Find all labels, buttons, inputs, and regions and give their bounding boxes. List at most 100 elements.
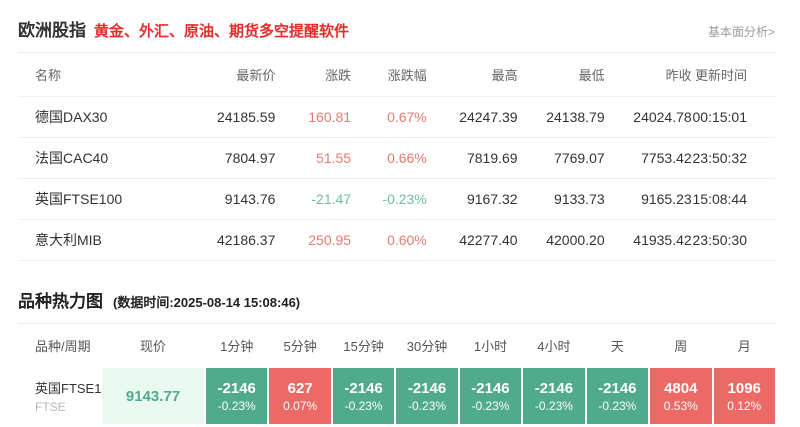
col-prev: 昨收 xyxy=(604,53,692,97)
heat-cell-week: 4804 0.53% xyxy=(650,368,712,424)
index-name: 德国DAX30 xyxy=(18,96,208,138)
heatmap-section: 品种热力图 (数据时间:2025-08-14 15:08:46) 品种/周期 现… xyxy=(18,287,775,424)
indices-title: 欧洲股指 xyxy=(18,21,86,40)
index-last: 9143.76 xyxy=(207,178,276,220)
heat-cell-1min: -2146 -0.23% xyxy=(206,368,268,424)
index-last: 7804.97 xyxy=(207,137,276,179)
index-name: 意大利MIB xyxy=(18,219,208,261)
index-name: 法国CAC40 xyxy=(18,137,208,179)
heat-cell-30min: -2146 -0.23% xyxy=(396,368,458,424)
heatmap-row-ftse100: 英国FTSE100 FTSE 9143.77 -2146 -0.23% 627 … xyxy=(18,368,775,424)
indices-section-header: 欧洲股指 黄金、外汇、原油、期货多空提醒软件 基本面分析> xyxy=(18,0,775,53)
heat-cell-value: 627 xyxy=(287,379,313,397)
index-row-mib[interactable]: 意大利MIB 42186.37 250.95 0.60% 42277.40 42… xyxy=(18,219,775,261)
indices-table-header-row: 名称 最新价 涨跌 涨跌幅 最高 最低 昨收 更新时间 xyxy=(18,53,775,97)
hm-col-month: 月 xyxy=(737,339,751,354)
hm-period-columns: 1分钟 5分钟 15分钟 30分钟 1小时 4小时 天 周 月 xyxy=(206,336,775,355)
hm-col-30min: 30分钟 xyxy=(406,339,448,354)
index-update-time: 15:08:44 xyxy=(691,178,775,220)
index-update-time: 00:15:01 xyxy=(691,96,775,138)
heat-cell-pct: 0.12% xyxy=(727,398,762,413)
hm-col-5min: 5分钟 xyxy=(283,339,317,354)
col-high: 最高 xyxy=(426,53,518,97)
index-change: 51.55 xyxy=(275,137,352,179)
heatmap-section-header: 品种热力图 (数据时间:2025-08-14 15:08:46) xyxy=(18,287,775,324)
heat-cell-pct: -0.23% xyxy=(217,398,256,413)
heat-cell-value: -2146 xyxy=(344,379,383,397)
index-change-pct: 0.67% xyxy=(351,96,427,138)
index-update-time: 23:50:32 xyxy=(691,137,775,179)
index-change-pct: 0.60% xyxy=(351,219,427,261)
index-change: 160.81 xyxy=(275,96,352,138)
heat-cell-pct: -0.23% xyxy=(598,398,637,413)
index-high: 7819.69 xyxy=(426,137,518,179)
heat-cell-15min: -2146 -0.23% xyxy=(332,368,395,424)
hm-col-1h: 1小时 xyxy=(473,339,508,354)
index-row-dax30[interactable]: 德国DAX30 24185.59 160.81 0.67% 24247.39 2… xyxy=(18,96,775,138)
hm-heat-cells: -2146 -0.23% 627 0.07% -2146 -0.23% -214… xyxy=(206,368,775,424)
heat-cell-value: -2146 xyxy=(407,379,447,397)
hm-symbol-code: FTSE xyxy=(35,400,66,414)
col-name: 名称 xyxy=(18,53,208,97)
index-change: -21.47 xyxy=(275,178,352,220)
index-change-pct: -0.23% xyxy=(351,178,427,220)
index-high: 9167.32 xyxy=(426,178,518,220)
heat-cell-value: -2146 xyxy=(471,379,510,397)
hm-col-week: 周 xyxy=(674,339,688,354)
hm-col-4h: 4小时 xyxy=(537,339,571,354)
index-prev-close: 9165.23 xyxy=(604,178,692,220)
heat-cell-pct: -0.23% xyxy=(471,398,510,413)
index-last: 24185.59 xyxy=(207,96,276,138)
indices-table: 名称 最新价 涨跌 涨跌幅 最高 最低 昨收 更新时间 德国DAX30 2418… xyxy=(18,53,775,261)
heat-cell-value: -2146 xyxy=(534,379,574,397)
index-low: 42000.20 xyxy=(517,219,605,261)
hm-col-day: 天 xyxy=(610,339,624,354)
col-last: 最新价 xyxy=(207,53,276,97)
hm-col-current-price: 现价 xyxy=(139,339,166,354)
fundamental-analysis-link[interactable]: 基本面分析> xyxy=(707,25,775,39)
hm-col-symbol-period: 品种/周期 xyxy=(35,339,91,354)
index-change-pct: 0.66% xyxy=(351,137,427,179)
index-prev-close: 41935.42 xyxy=(604,219,692,261)
heat-cell-value: -2146 xyxy=(217,379,256,397)
heatmap-header-row: 品种/周期 现价 1分钟 5分钟 15分钟 30分钟 1小时 4小时 天 周 月 xyxy=(18,324,775,368)
hm-symbol-cell[interactable]: 英国FTSE100 FTSE xyxy=(18,368,116,424)
col-low: 最低 xyxy=(517,53,605,97)
index-change: 250.95 xyxy=(275,219,352,261)
index-low: 24138.79 xyxy=(517,96,605,138)
heat-cell-pct: -0.23% xyxy=(344,398,383,413)
index-row-ftse100[interactable]: 英国FTSE100 9143.76 -21.47 -0.23% 9167.32 … xyxy=(18,178,775,220)
heat-cell-value: 1096 xyxy=(727,379,761,397)
heat-cell-4h: -2146 -0.23% xyxy=(523,368,585,424)
index-row-cac40[interactable]: 法国CAC40 7804.97 51.55 0.66% 7819.69 7769… xyxy=(18,137,775,179)
heat-cell-pct: 0.07% xyxy=(283,398,318,413)
indices-ad-text: 黄金、外汇、原油、期货多空提醒软件 xyxy=(94,23,350,40)
heat-cell-month: 1096 0.12% xyxy=(713,368,775,424)
hm-current-price-cell: 9143.77 xyxy=(102,368,204,424)
index-update-time: 23:50:30 xyxy=(691,219,775,261)
index-last: 42186.37 xyxy=(207,219,276,261)
heat-cell-pct: -0.23% xyxy=(534,398,573,413)
index-prev-close: 7753.42 xyxy=(604,137,692,179)
heat-cell-5min: 627 0.07% xyxy=(269,368,331,424)
index-prev-close: 24024.78 xyxy=(604,96,692,138)
col-time: 更新时间 xyxy=(691,53,775,97)
heat-cell-pct: 0.53% xyxy=(663,398,698,413)
heatmap-data-time: (数据时间:2025-08-14 15:08:46) xyxy=(113,295,301,310)
index-name: 英国FTSE100 xyxy=(18,178,208,220)
col-pct: 涨跌幅 xyxy=(351,53,427,97)
index-low: 9133.73 xyxy=(517,178,605,220)
index-low: 7769.07 xyxy=(517,137,605,179)
heatmap-title: 品种热力图 xyxy=(18,292,103,311)
hm-col-15min: 15分钟 xyxy=(343,339,384,354)
index-high: 24247.39 xyxy=(426,96,518,138)
heat-cell-value: -2146 xyxy=(598,379,637,397)
heat-cell-value: 4804 xyxy=(664,379,698,397)
hm-col-1min: 1分钟 xyxy=(220,339,254,354)
hm-symbol-name: 英国FTSE100 xyxy=(35,381,116,396)
heat-cell-pct: -0.23% xyxy=(408,398,447,413)
heat-cell-day: -2146 -0.23% xyxy=(586,368,649,424)
indices-section: 欧洲股指 黄金、外汇、原油、期货多空提醒软件 基本面分析> 名称 最新价 涨跌 … xyxy=(18,0,775,261)
heat-cell-1h: -2146 -0.23% xyxy=(459,368,522,424)
